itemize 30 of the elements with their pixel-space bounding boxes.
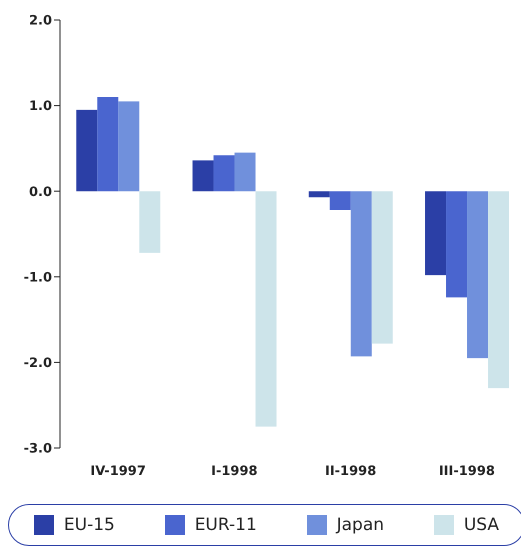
legend-label: Japan — [336, 515, 384, 535]
legend-label: USA — [464, 515, 500, 535]
bar — [467, 191, 488, 358]
bar — [330, 191, 351, 210]
y-tick-label: -3.0 — [24, 442, 52, 457]
legend-label: EUR-11 — [194, 515, 257, 535]
bar — [214, 155, 235, 192]
bar — [425, 191, 446, 276]
y-tick-label: 0.0 — [28, 184, 52, 200]
bar — [192, 160, 214, 192]
y-tick-label: 1.0 — [28, 99, 52, 114]
x-tick-label: III-1998 — [438, 464, 495, 480]
x-tick-label: IV-1997 — [90, 464, 146, 480]
bar — [308, 191, 330, 198]
bar — [372, 191, 393, 344]
bar — [139, 191, 160, 253]
bar — [256, 191, 277, 427]
bar — [76, 110, 98, 192]
bar — [234, 152, 256, 192]
bar — [118, 101, 140, 192]
bar — [446, 191, 468, 298]
y-tick-label: -1.0 — [24, 270, 52, 286]
bar — [488, 191, 510, 388]
bar — [350, 191, 372, 356]
legend-label: EU-15 — [64, 515, 115, 535]
y-tick-label: -2.0 — [24, 356, 52, 372]
x-tick-label: I-1998 — [211, 464, 258, 480]
bar — [97, 97, 118, 192]
y-tick-label: 2.0 — [28, 14, 52, 29]
x-tick-label: II-1998 — [324, 464, 376, 480]
